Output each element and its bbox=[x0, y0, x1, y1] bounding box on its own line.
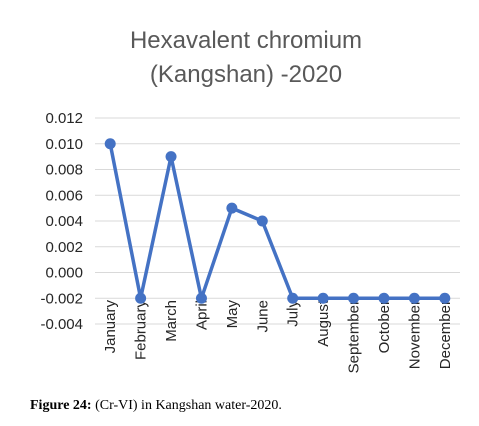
data-point bbox=[378, 292, 390, 304]
data-point bbox=[104, 138, 116, 150]
y-tick-label: 0.006 bbox=[45, 187, 83, 204]
y-tick-label: 0.004 bbox=[45, 213, 83, 230]
x-category-label: March bbox=[163, 300, 180, 342]
data-point bbox=[226, 202, 238, 214]
y-tick-label: -0.004 bbox=[40, 316, 83, 333]
x-category-label: August bbox=[315, 299, 332, 347]
x-category-label: May bbox=[224, 300, 241, 329]
x-category-label: June bbox=[254, 300, 271, 333]
y-axis-tick-labels: 0.012 0.010 0.008 0.006 0.004 0.002 0.000 -0.00… bbox=[40, 110, 83, 333]
caption-text: (Cr-VI) in Kangshan water-2020. bbox=[91, 398, 282, 413]
data-point bbox=[317, 292, 329, 304]
gridlines bbox=[95, 117, 460, 325]
series-data bbox=[104, 138, 451, 304]
chart-title-line-1: Hexavalent chromium bbox=[130, 27, 362, 54]
data-point bbox=[408, 292, 420, 304]
x-category-label: October bbox=[376, 300, 393, 353]
x-axis-category-labels: January February March April May June July Augu… bbox=[102, 299, 454, 373]
x-category-label: December bbox=[437, 300, 454, 369]
y-tick-label: 0.002 bbox=[45, 239, 83, 256]
figure-caption: Figure 24: (Cr-VI) in Kangshan water-202… bbox=[30, 398, 282, 414]
chart-title: Hexavalent chromium (Kangshan) -2020 bbox=[130, 27, 362, 88]
x-category-label: July bbox=[285, 300, 302, 327]
data-point bbox=[287, 292, 299, 304]
y-tick-label: 0.010 bbox=[45, 136, 83, 153]
data-point bbox=[256, 215, 268, 227]
data-point bbox=[439, 292, 451, 304]
data-point bbox=[195, 292, 207, 304]
data-point bbox=[135, 292, 147, 304]
x-category-label: January bbox=[102, 300, 119, 354]
x-category-label: February bbox=[133, 300, 150, 361]
x-category-label: November bbox=[406, 300, 423, 369]
y-tick-label: -0.002 bbox=[40, 290, 83, 307]
data-point bbox=[348, 292, 360, 304]
y-tick-label: 0.000 bbox=[45, 265, 83, 282]
x-category-label: September bbox=[346, 300, 363, 373]
x-category-label: April bbox=[193, 300, 210, 330]
y-tick-label: 0.008 bbox=[45, 162, 83, 179]
chart-title-line-2: (Kangshan) -2020 bbox=[150, 61, 342, 88]
caption-label: Figure 24: bbox=[30, 398, 92, 413]
y-tick-label: 0.012 bbox=[45, 110, 83, 127]
data-point bbox=[165, 151, 177, 163]
